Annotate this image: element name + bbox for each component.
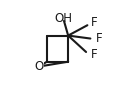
Text: O: O xyxy=(34,60,43,73)
Text: F: F xyxy=(96,32,103,45)
Text: OH: OH xyxy=(54,12,72,25)
Text: F: F xyxy=(91,16,98,29)
Text: F: F xyxy=(91,48,98,61)
